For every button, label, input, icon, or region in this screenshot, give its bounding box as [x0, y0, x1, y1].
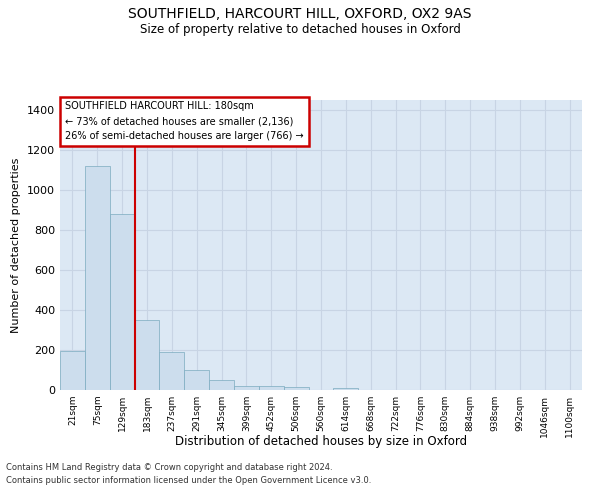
Bar	[184, 370, 209, 390]
Bar	[134, 320, 160, 390]
Bar	[85, 166, 110, 390]
Bar	[160, 352, 184, 390]
Text: SOUTHFIELD, HARCOURT HILL, OXFORD, OX2 9AS: SOUTHFIELD, HARCOURT HILL, OXFORD, OX2 9…	[128, 8, 472, 22]
Bar	[259, 386, 284, 390]
Bar	[284, 387, 308, 390]
Text: Contains HM Land Registry data © Crown copyright and database right 2024.: Contains HM Land Registry data © Crown c…	[6, 464, 332, 472]
Text: Distribution of detached houses by size in Oxford: Distribution of detached houses by size …	[175, 435, 467, 448]
Bar	[60, 351, 85, 390]
Text: Contains public sector information licensed under the Open Government Licence v3: Contains public sector information licen…	[6, 476, 371, 485]
Bar	[234, 386, 259, 390]
Bar	[110, 214, 134, 390]
Text: Size of property relative to detached houses in Oxford: Size of property relative to detached ho…	[140, 22, 460, 36]
Bar	[209, 380, 234, 390]
Text: SOUTHFIELD HARCOURT HILL: 180sqm
← 73% of detached houses are smaller (2,136)
26: SOUTHFIELD HARCOURT HILL: 180sqm ← 73% o…	[65, 102, 304, 141]
Y-axis label: Number of detached properties: Number of detached properties	[11, 158, 22, 332]
Bar	[334, 388, 358, 390]
